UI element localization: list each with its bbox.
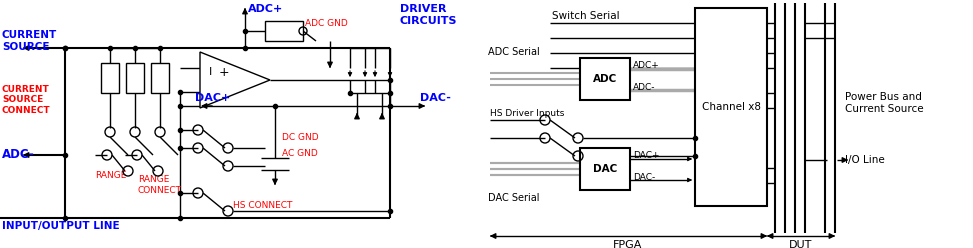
Text: ADC GND: ADC GND <box>305 19 347 28</box>
Text: I/O Line: I/O Line <box>845 155 884 165</box>
Text: Channel x8: Channel x8 <box>702 102 761 112</box>
Text: ADC Serial: ADC Serial <box>488 47 540 57</box>
Text: INPUT/OUTPUT LINE: INPUT/OUTPUT LINE <box>2 221 120 231</box>
Text: ADC+: ADC+ <box>248 4 283 14</box>
Bar <box>101 63 119 93</box>
Text: I: I <box>208 67 211 77</box>
Text: Power Bus and
Current Source: Power Bus and Current Source <box>845 92 923 114</box>
Text: RANGE: RANGE <box>95 172 126 181</box>
Bar <box>580 148 630 190</box>
Text: DAC-: DAC- <box>633 173 655 182</box>
Bar <box>126 63 144 93</box>
Text: RANGE
CONNECT: RANGE CONNECT <box>138 175 182 195</box>
Text: DAC+: DAC+ <box>195 93 231 103</box>
Text: DAC Serial: DAC Serial <box>488 193 539 203</box>
Text: DAC: DAC <box>593 164 617 174</box>
Text: CURRENT
SOURCE
CONNECT: CURRENT SOURCE CONNECT <box>2 85 51 115</box>
Bar <box>695 8 767 206</box>
Text: DC GND: DC GND <box>282 133 318 143</box>
Text: DRIVER
CIRCUITS: DRIVER CIRCUITS <box>400 4 457 26</box>
Bar <box>580 58 630 100</box>
Text: HS CONNECT: HS CONNECT <box>233 201 292 211</box>
Text: DUT: DUT <box>789 240 812 248</box>
Text: FPGA: FPGA <box>613 240 643 248</box>
Text: ADC: ADC <box>593 74 617 84</box>
Text: HS Driver Inputs: HS Driver Inputs <box>490 110 564 119</box>
Text: Switch Serial: Switch Serial <box>552 11 620 21</box>
Text: ADC-: ADC- <box>633 83 656 92</box>
Text: ADC-: ADC- <box>2 149 35 161</box>
Text: AC GND: AC GND <box>282 149 318 157</box>
Text: +: + <box>219 65 230 79</box>
Bar <box>151 63 169 93</box>
Text: CURRENT
SOURCE: CURRENT SOURCE <box>2 30 57 52</box>
Text: DAC+: DAC+ <box>633 152 660 160</box>
Polygon shape <box>200 52 270 108</box>
Text: DAC-: DAC- <box>420 93 450 103</box>
Bar <box>265 21 303 41</box>
Text: ADC+: ADC+ <box>633 62 660 70</box>
